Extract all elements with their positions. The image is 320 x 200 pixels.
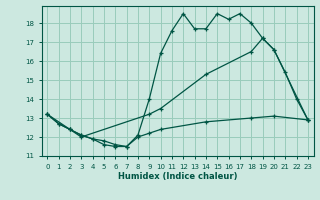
X-axis label: Humidex (Indice chaleur): Humidex (Indice chaleur) [118,172,237,181]
